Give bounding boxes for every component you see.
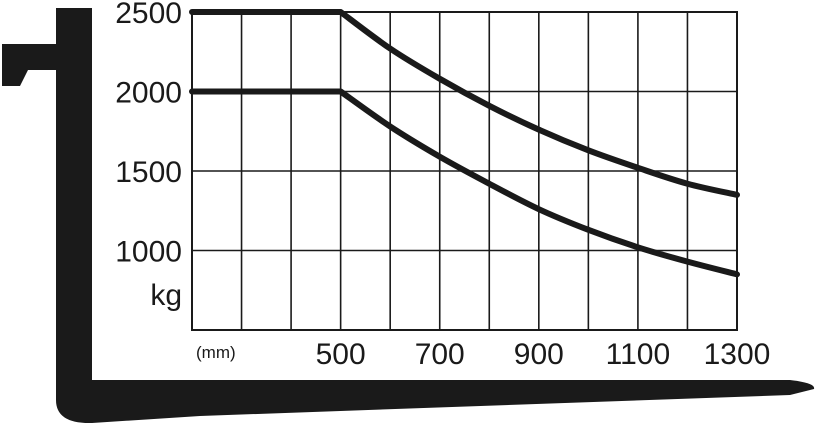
x-tick-labels: 500 700 900 1100 1300: [316, 338, 771, 371]
series-line-1: [189, 9, 740, 198]
plot-frame: [191, 11, 738, 331]
x-tick-label: 700: [415, 338, 465, 371]
y-tick-label: 1000: [115, 236, 182, 269]
y-tick-labels: 2500 2000 1500 1000: [115, 0, 182, 269]
y-unit-label: kg: [150, 279, 182, 312]
chart-series: [189, 9, 740, 278]
y-tick-label: 2000: [115, 77, 182, 110]
series-line-2: [189, 88, 740, 278]
x-tick-label: 900: [514, 338, 564, 371]
y-tick-label: 2500: [115, 0, 182, 30]
x-tick-label: 500: [316, 338, 366, 371]
x-tick-label: 1100: [606, 338, 671, 371]
x-tick-label: 1300: [704, 338, 771, 371]
fork-silhouette: [2, 8, 815, 424]
y-tick-label: 1500: [115, 156, 182, 189]
x-unit-label: (mm): [196, 343, 236, 362]
